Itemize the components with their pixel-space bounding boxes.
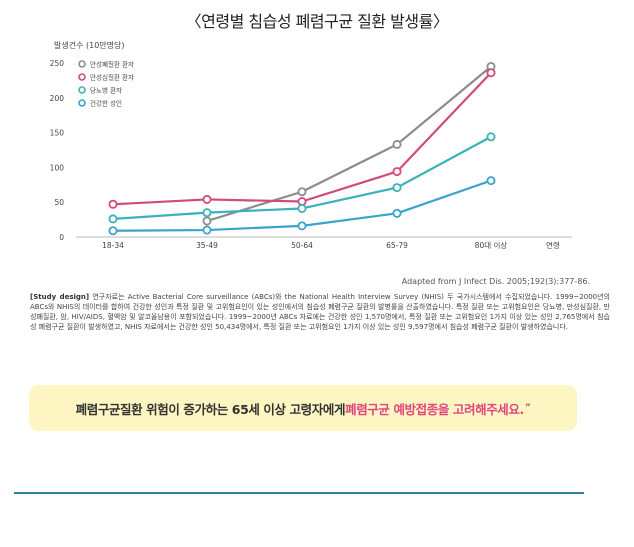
series-line-0 bbox=[206, 65, 492, 223]
data-point bbox=[202, 216, 212, 226]
y-tick-label: 50 bbox=[54, 198, 64, 207]
study-design-body: 연구자료는 Active Bacterial Core surveillance… bbox=[30, 293, 610, 331]
data-point bbox=[392, 183, 402, 193]
data-point bbox=[108, 214, 118, 224]
data-point bbox=[297, 187, 307, 197]
y-tick-label: 100 bbox=[50, 163, 65, 172]
data-point bbox=[108, 226, 118, 236]
series-group bbox=[108, 61, 496, 236]
chart-title: 〈연령별 침습성 폐렴구균 질환 발생률〉 bbox=[185, 12, 449, 31]
data-point bbox=[486, 132, 496, 142]
legend-label: 만성폐질환 환자 bbox=[90, 60, 134, 69]
y-tick-label: 0 bbox=[59, 233, 64, 242]
legend-marker bbox=[78, 86, 86, 94]
legend-label: 당뇨병 환자 bbox=[90, 86, 122, 95]
data-point bbox=[297, 221, 307, 231]
data-point bbox=[108, 199, 118, 209]
callout-prefix: 폐렴구균질환 위험이 증가하는 65세 이상 고령자에게 bbox=[75, 401, 346, 417]
callout-quote: ” bbox=[524, 403, 531, 413]
data-point bbox=[486, 176, 496, 186]
data-point bbox=[297, 203, 307, 213]
y-tick-label: 250 bbox=[50, 59, 65, 68]
y-tick-label: 150 bbox=[50, 129, 65, 138]
legend-marker bbox=[78, 73, 86, 81]
x-axis-label: 연령 bbox=[546, 241, 560, 250]
x-tick-label: 18-34 bbox=[102, 241, 124, 250]
x-tick-label: 35-49 bbox=[196, 241, 218, 250]
divider-line bbox=[14, 492, 584, 494]
data-point bbox=[202, 208, 212, 218]
data-point bbox=[392, 139, 402, 149]
y-ticks: 0 50 100 150 200 250 bbox=[50, 59, 65, 242]
x-tick-label: 65-79 bbox=[386, 241, 408, 250]
y-tick-label: 200 bbox=[50, 94, 65, 103]
legend-label: 건강한 성인 bbox=[90, 99, 122, 108]
legend-marker bbox=[78, 60, 86, 68]
source-citation: Adapted from J Infect Dis. 2005;192(3):3… bbox=[401, 277, 590, 286]
line-chart: 발생건수 (10만명당) 연령 0 50 100 150 200 250 18-34 35-… bbox=[50, 40, 572, 250]
study-design-text: [Study design] 연구자료는 Active Bacterial Co… bbox=[30, 292, 610, 332]
x-ticks: 18-34 35-49 50-64 65-79 80대 이상 bbox=[102, 240, 507, 250]
x-tick-label: 80대 이상 bbox=[475, 240, 508, 250]
y-axis-label: 발생건수 (10만명당) bbox=[54, 40, 124, 50]
study-design-label: [Study design] bbox=[30, 293, 90, 301]
callout-highlight: 폐렴구균 예방접종을 고려해주세요. bbox=[345, 401, 524, 417]
legend-label: 만성심질환 환자 bbox=[90, 73, 134, 82]
legend-marker bbox=[78, 99, 86, 107]
data-point bbox=[392, 167, 402, 177]
callout-banner: 폐렴구균질환 위험이 증가하는 65세 이상 고령자에게 폐렴구균 예방접종을 … bbox=[29, 385, 577, 431]
data-point bbox=[202, 225, 212, 235]
series-line-1 bbox=[112, 71, 492, 206]
x-tick-label: 50-64 bbox=[291, 241, 313, 250]
data-point bbox=[392, 208, 402, 218]
data-point bbox=[486, 68, 496, 78]
data-point bbox=[202, 194, 212, 204]
